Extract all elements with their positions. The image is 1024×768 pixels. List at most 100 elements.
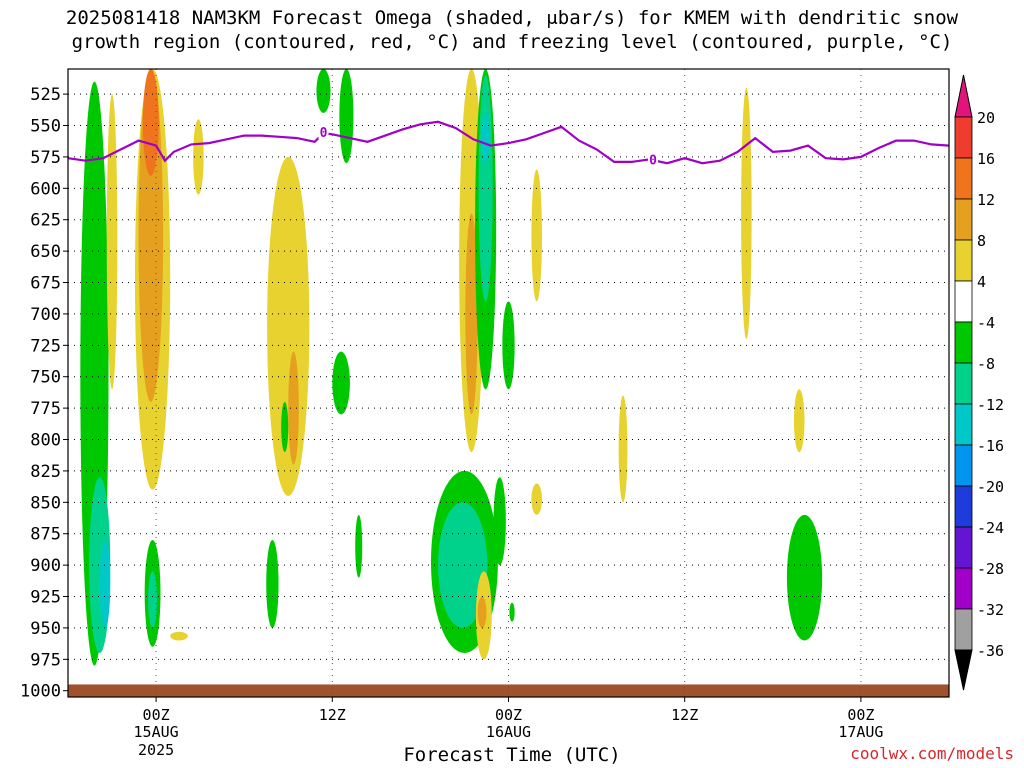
x-tick-label: 00Z	[143, 706, 170, 724]
colorbar-label: 12	[977, 191, 995, 209]
chart-title: 2025081418 NAM3KM Forecast Omega (shaded…	[0, 6, 1024, 54]
colorbar-swatch	[954, 567, 973, 610]
colorbar-label: -8	[977, 355, 995, 373]
x-tick-label: 2025	[138, 741, 174, 759]
colorbar-label: 8	[977, 232, 986, 250]
omega-region	[478, 75, 493, 302]
colorbar-label: -28	[977, 560, 1004, 578]
colorbar-swatch	[954, 116, 973, 159]
omega-region	[355, 514, 363, 578]
colorbar-top-arrow	[954, 74, 973, 118]
x-tick-label: 00Z	[847, 706, 874, 724]
omega-region	[281, 401, 289, 453]
omega-region	[193, 119, 204, 195]
omega-region	[509, 602, 515, 622]
x-tick-label: 15AUG	[134, 723, 179, 741]
y-tick-label: 800	[30, 431, 61, 451]
x-tick-label: 12Z	[319, 706, 346, 724]
y-tick-label: 975	[30, 650, 61, 670]
colorbar-swatch	[954, 362, 973, 405]
y-tick-label: 625	[30, 211, 61, 231]
colorbar-swatch	[954, 280, 973, 323]
colorbar-label: -36	[977, 642, 1004, 660]
colorbar: 20 16 12 8 4 -4 -8 -12 -16 -20 -24 -28 -32 -36	[954, 74, 1004, 691]
x-tick-label: 12Z	[671, 706, 698, 724]
omega-region	[267, 156, 310, 497]
omega-region	[531, 483, 542, 515]
colorbar-label: -32	[977, 601, 1004, 619]
y-tick-label: 900	[30, 556, 61, 576]
omega-region	[482, 112, 490, 164]
x-tick-label: 16AUG	[486, 723, 531, 741]
omega-region	[793, 389, 805, 453]
x-tick-label: 17AUG	[838, 723, 883, 741]
colorbar-label: -12	[977, 396, 1004, 414]
colorbar-label: -16	[977, 437, 1004, 455]
omega-region	[148, 571, 157, 628]
omega-region	[531, 169, 542, 302]
freezing-level: 00	[67, 120, 950, 169]
x-axis-label: Forecast Time (UTC)	[403, 744, 621, 766]
colorbar-swatch	[954, 198, 973, 241]
colorbar-label: 4	[977, 273, 986, 291]
omega-region	[339, 69, 354, 164]
y-tick-label: 1000	[20, 682, 61, 702]
omega-fills	[68, 69, 949, 697]
colorbar-swatch	[954, 239, 973, 282]
omega-region	[786, 514, 823, 641]
y-tick-label: 525	[30, 85, 61, 105]
omega-region	[465, 213, 478, 415]
omega-region	[332, 351, 350, 415]
y-tick-label: 725	[30, 336, 61, 356]
y-tick-label: 575	[30, 148, 61, 168]
omega-region	[316, 69, 331, 113]
y-tick-label: 650	[30, 242, 61, 262]
omega-region	[266, 540, 279, 628]
y-tick-label: 600	[30, 179, 61, 199]
omega-region	[493, 477, 506, 566]
omega-region	[99, 540, 111, 628]
colorbar-swatch	[954, 526, 973, 569]
colorbar-bottom-arrow	[954, 649, 973, 691]
freezing-level-label: 0	[649, 154, 657, 169]
colorbar-label: -24	[977, 519, 1004, 537]
omega-region	[142, 69, 159, 176]
x-tick-label: 00Z	[495, 706, 522, 724]
axes: 525 550 575 600 625 650 675 700 725 750 775 800 825 8…	[20, 68, 950, 759]
contour-label-bg	[318, 125, 329, 140]
colorbar-label: 16	[977, 150, 995, 168]
y-tick-label: 950	[30, 619, 61, 639]
chart-title-line2: growth region (contoured, red, °C) and f…	[71, 31, 953, 53]
y-tick-label: 850	[30, 493, 61, 513]
colorbar-swatch	[954, 444, 973, 487]
colorbar-label: -4	[977, 314, 995, 332]
y-tick-label: 700	[30, 305, 61, 325]
colorbar-swatch	[954, 485, 973, 528]
omega-region	[477, 596, 487, 628]
y-tick-label: 750	[30, 368, 61, 388]
omega-region	[618, 395, 628, 503]
omega-region	[170, 631, 188, 641]
freezing-level-line	[67, 120, 950, 165]
contour-label-bg	[647, 152, 658, 167]
y-tick-label: 775	[30, 399, 61, 419]
colorbar-label: -20	[977, 478, 1004, 496]
colorbar-swatch	[954, 157, 973, 200]
y-tick-label: 550	[30, 117, 61, 137]
colorbar-swatch	[954, 403, 973, 446]
freezing-level-label: 0	[320, 126, 328, 141]
credit-text: coolwx.com/models	[850, 744, 1014, 763]
ground-band	[68, 684, 949, 697]
y-tick-label: 675	[30, 274, 61, 294]
y-tick-label: 825	[30, 462, 61, 482]
chart-title-line1: 2025081418 NAM3KM Forecast Omega (shaded…	[65, 7, 959, 29]
omega-region	[106, 94, 118, 390]
colorbar-swatch	[954, 321, 973, 364]
y-tick-label: 875	[30, 525, 61, 545]
colorbar-label: 20	[977, 109, 995, 127]
y-tick-label: 925	[30, 588, 61, 608]
colorbar-swatch	[954, 608, 973, 651]
omega-region	[288, 351, 299, 465]
omega-region	[438, 502, 488, 628]
